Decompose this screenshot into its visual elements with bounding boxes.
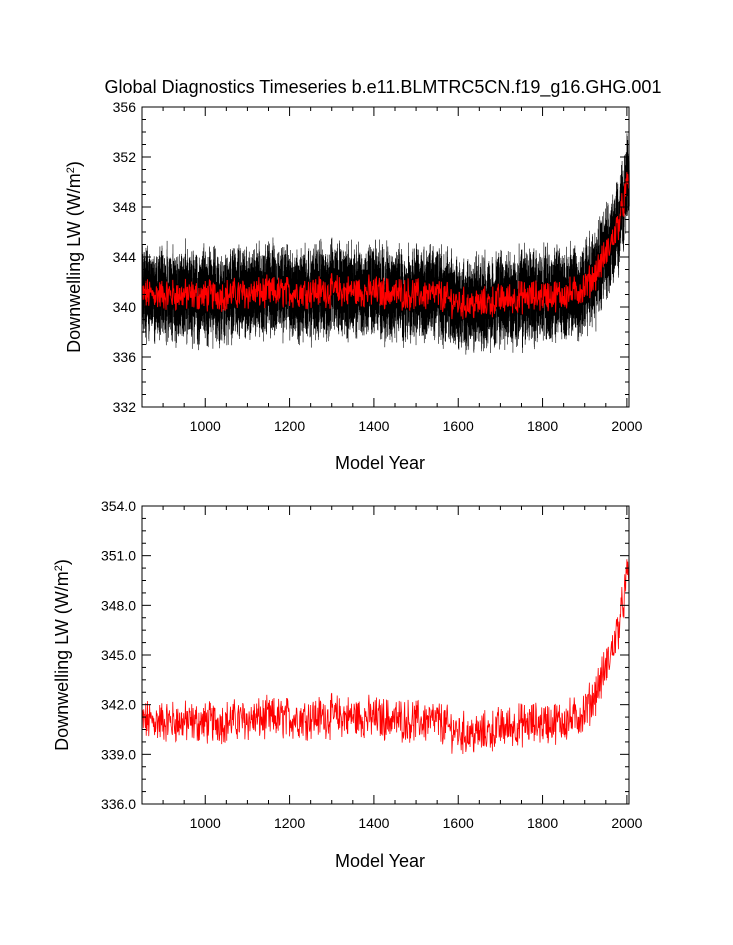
bottom-annual-series: [141, 559, 630, 755]
top-x-tick-labels: 1000 1200 1400 1600 1800 2000: [190, 418, 643, 434]
bottom-y-tick-label: 348.0: [101, 597, 136, 613]
bottom-y-tick-label: 354.0: [101, 498, 136, 514]
bottom-y-axis-title-close: ): [52, 559, 72, 565]
top-y-axis-title: Downwelling LW (W/m2): [64, 161, 84, 353]
bottom-x-tick-label: 1000: [190, 815, 221, 831]
bottom-y-axis-title-main: Downwelling LW (W/m: [52, 571, 72, 751]
bottom-x-tick-labels: 1000 1200 1400 1600 1800 2000: [190, 815, 643, 831]
top-x-tick-label: 1000: [190, 418, 221, 434]
monthly-series-line: [141, 133, 630, 355]
bottom-y-tick-label: 339.0: [101, 746, 136, 762]
bottom-x-axis-title: Model Year: [335, 851, 425, 871]
bottom-y-tick-label: 351.0: [101, 548, 136, 564]
bottom-x-tick-label: 1800: [527, 815, 558, 831]
bottom-y-axis-title: Downwelling LW (W/m2): [52, 559, 72, 751]
bottom-x-tick-label: 1400: [358, 815, 389, 831]
top-x-tick-label: 1200: [274, 418, 305, 434]
bottom-x-tick-label: 2000: [611, 815, 642, 831]
bottom-chart: 336.0 339.0 342.0 345.0 348.0 351.0 354.…: [52, 498, 643, 871]
bottom-ticks: [142, 505, 629, 805]
top-y-tick-label: 348: [113, 199, 137, 215]
top-x-tick-label: 1800: [527, 418, 558, 434]
top-y-axis-title-sup: 2: [65, 167, 77, 173]
main-title: Global Diagnostics Timeseries b.e11.BLMT…: [105, 77, 662, 98]
bottom-x-tick-label: 1200: [274, 815, 305, 831]
bottom-y-axis-title-sup: 2: [53, 565, 65, 571]
top-y-tick-label: 336: [113, 349, 137, 365]
annual-series-line: [141, 172, 630, 320]
top-y-axis-title-main: Downwelling LW (W/m: [64, 173, 84, 353]
top-y-axis-title-close: ): [64, 161, 84, 167]
bottom-y-tick-labels: 336.0 339.0 342.0 345.0 348.0 351.0 354.…: [101, 498, 136, 812]
bottom-y-tick-label: 336.0: [101, 796, 136, 812]
bottom-x-tick-label: 1600: [443, 815, 474, 831]
top-x-tick-label: 2000: [611, 418, 642, 434]
top-x-tick-label: 1400: [358, 418, 389, 434]
top-annual-series: [141, 172, 630, 320]
top-y-tick-label: 356: [113, 99, 137, 115]
top-y-tick-label: 352: [113, 149, 137, 165]
top-x-tick-label: 1600: [443, 418, 474, 434]
bottom-y-tick-label: 342.0: [101, 697, 136, 713]
top-y-tick-label: 332: [113, 399, 137, 415]
top-monthly-series: [141, 133, 630, 355]
top-y-tick-label: 340: [113, 299, 137, 315]
top-x-axis-title: Model Year: [335, 453, 425, 473]
top-y-tick-label: 344: [113, 249, 137, 265]
top-chart: 332 336 340 344 348 352 356 1000 1200 14…: [64, 99, 643, 473]
top-ticks: [142, 106, 629, 408]
bottom-plot-frame: [141, 505, 630, 805]
bottom-y-tick-label: 345.0: [101, 647, 136, 663]
annual-series-line: [141, 559, 630, 755]
top-y-tick-labels: 332 336 340 344 348 352 356: [113, 99, 137, 415]
